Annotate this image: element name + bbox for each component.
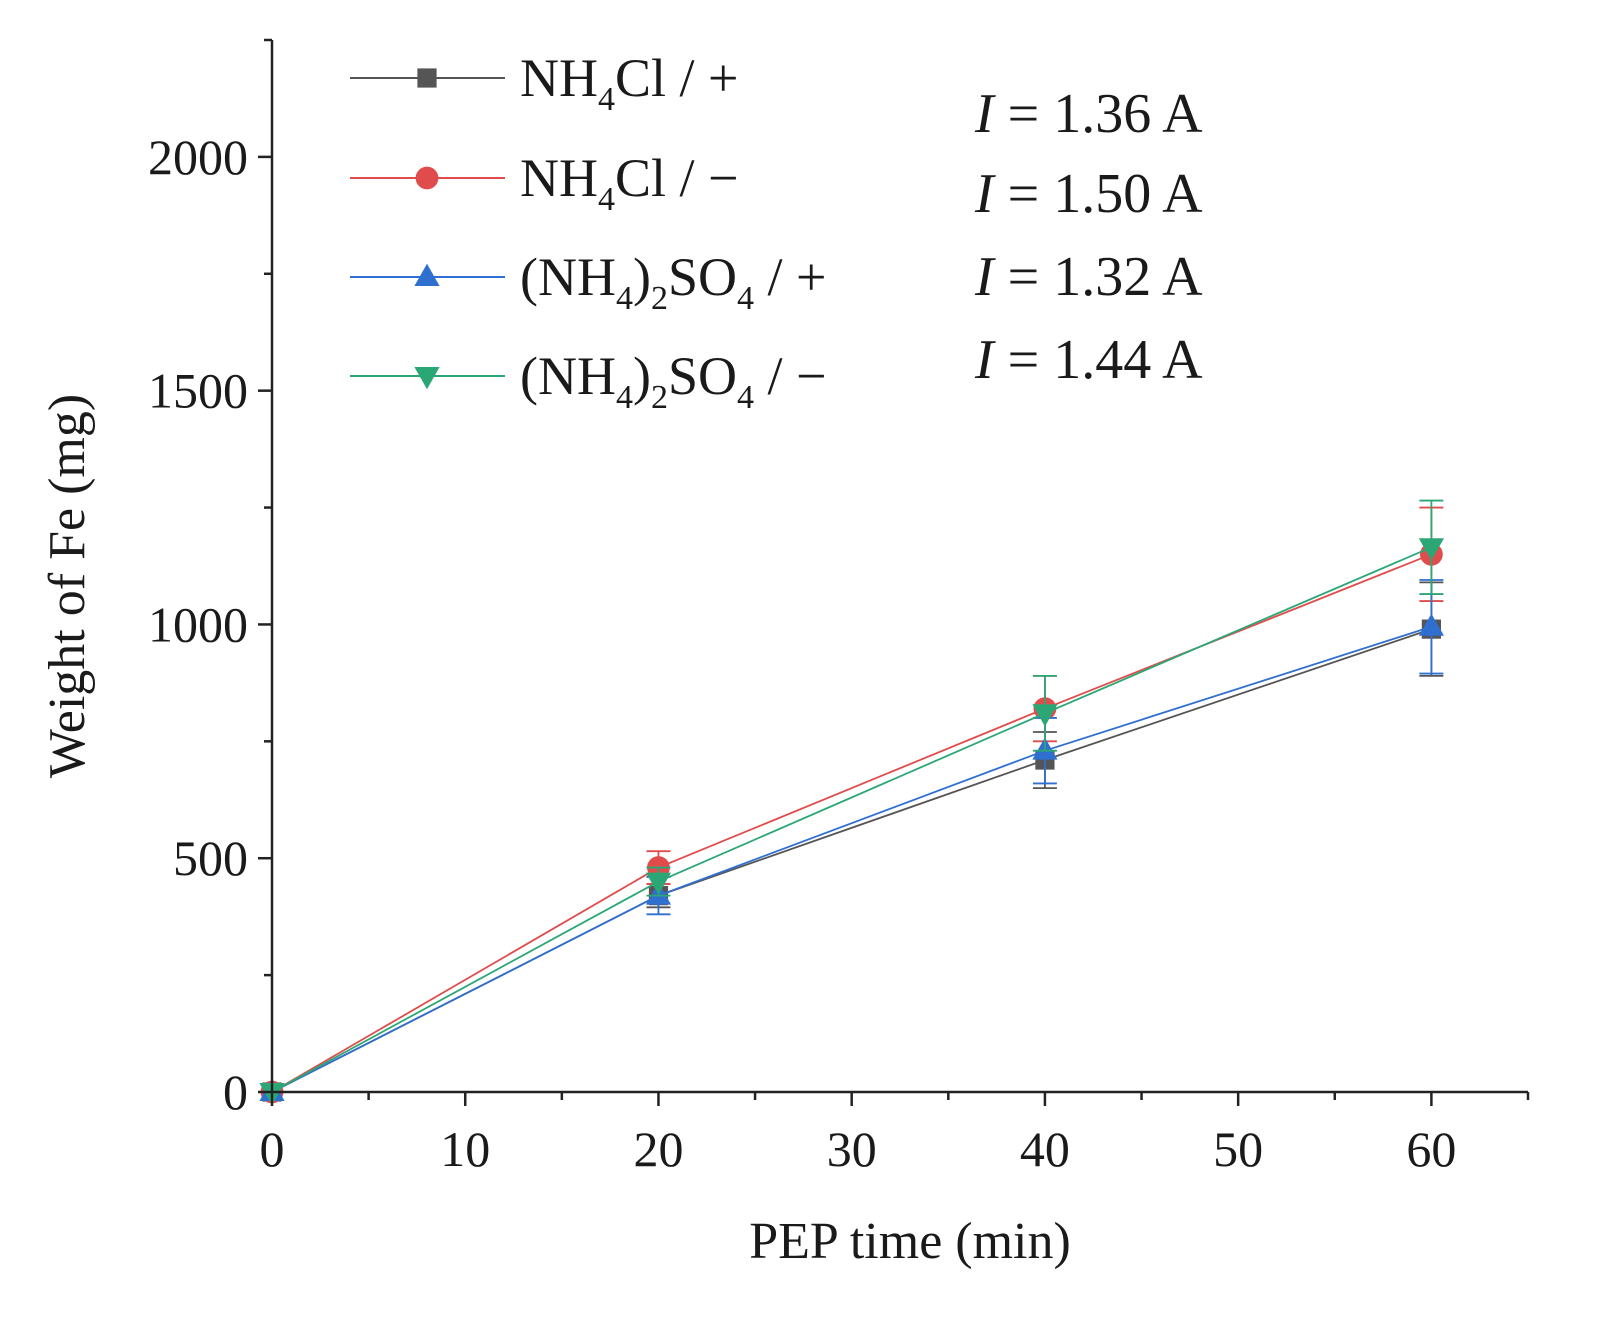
series-line — [271, 628, 1432, 1093]
series-group — [259, 499, 1444, 1106]
legend-label-part: NH — [520, 48, 598, 108]
annotation-value: = 1.36 A — [994, 83, 1203, 145]
current-annotation: I = 1.36 A — [974, 83, 1203, 145]
series-0 — [262, 581, 1444, 1102]
series-1 — [260, 506, 1444, 1104]
legend-label-subscript: 2 — [651, 280, 668, 317]
legend-entry: (NH4)2SO4 / − — [350, 346, 826, 416]
x-tick-label: 0 — [260, 1121, 285, 1177]
legend-label-part: ) — [633, 346, 651, 406]
legend-label-subscript: 4 — [737, 280, 754, 317]
data-point-triangle-down — [1418, 538, 1444, 561]
series-2 — [259, 579, 1444, 1101]
x-tick-label: 20 — [633, 1121, 683, 1177]
annotation-value: = 1.44 A — [994, 329, 1203, 391]
legend-label-subscript: 2 — [651, 379, 668, 416]
legend-label: (NH4)2SO4 / + — [520, 247, 826, 317]
y-tick-label: 1500 — [148, 363, 248, 419]
current-annotation: I = 1.44 A — [974, 329, 1203, 391]
series-line — [271, 553, 1432, 1093]
legend-label-part: NH — [520, 148, 598, 208]
data-point-triangle-up — [414, 263, 440, 286]
x-tick-label: 40 — [1020, 1121, 1070, 1177]
legend-label: NH4Cl / − — [520, 148, 738, 218]
annotation-variable: I — [974, 83, 996, 145]
legend-entry: (NH4)2SO4 / + — [350, 247, 826, 317]
x-tick-label: 60 — [1406, 1121, 1456, 1177]
legend-entry: NH4Cl / + — [350, 48, 738, 118]
legend-label-part: SO — [668, 346, 737, 406]
data-point-circle — [415, 166, 439, 190]
legend-label-part: / + — [754, 247, 826, 307]
annotation-variable: I — [974, 246, 996, 308]
legend-label: (NH4)2SO4 / − — [520, 346, 826, 416]
y-tick-label: 1000 — [148, 596, 248, 652]
legend-label-subscript: 4 — [737, 379, 754, 416]
legend-label-subscript: 4 — [616, 280, 633, 317]
data-point-square — [417, 68, 437, 88]
annotation-value: = 1.50 A — [994, 163, 1203, 225]
current-annotation: I = 1.32 A — [974, 246, 1203, 308]
y-tick-label: 500 — [173, 830, 248, 886]
data-point-triangle-up — [1418, 613, 1444, 636]
annotation-variable: I — [974, 163, 996, 225]
data-point-triangle-down — [645, 872, 672, 895]
series-line — [271, 625, 1432, 1093]
current-annotations: I = 1.36 AI = 1.50 AI = 1.32 AI = 1.44 A — [974, 83, 1203, 391]
legend-label-subscript: 4 — [598, 181, 615, 218]
data-point-triangle-down — [414, 367, 440, 390]
legend-label-subscript: 4 — [598, 81, 615, 118]
y-axis-title: Weight of Fe (mg) — [39, 394, 96, 778]
legend-label: NH4Cl / + — [520, 48, 738, 118]
annotation-value: = 1.32 A — [994, 246, 1203, 308]
legend-label-subscript: 4 — [616, 379, 633, 416]
y-tick-label: 0 — [223, 1064, 248, 1120]
x-tick-label: 30 — [827, 1121, 877, 1177]
legend-label-part: (NH — [520, 247, 616, 307]
legend-label-part: Cl / − — [615, 148, 738, 208]
x-tick-label: 50 — [1213, 1121, 1263, 1177]
legend-label-part: / − — [754, 346, 826, 406]
series-3 — [259, 499, 1444, 1106]
axes: 0 10 20 30 40 50 60 0 500 1000 1500 2000 — [148, 38, 1530, 1177]
annotation-variable: I — [974, 329, 996, 391]
series-line — [271, 546, 1432, 1093]
data-point-triangle-down — [1032, 704, 1058, 727]
y-tick-label: 2000 — [148, 129, 248, 185]
current-annotation: I = 1.50 A — [974, 163, 1203, 225]
legend-label-part: (NH — [520, 346, 616, 406]
legend-entry: NH4Cl / − — [350, 148, 738, 218]
legend-label-part: SO — [668, 247, 737, 307]
legend-label-part: ) — [633, 247, 651, 307]
x-axis-title: PEP time (min) — [749, 1213, 1071, 1270]
legend: NH4Cl / +NH4Cl / −(NH4)2SO4 / +(NH4)2SO4… — [350, 48, 826, 416]
legend-label-part: Cl / + — [615, 48, 738, 108]
x-tick-label: 10 — [440, 1121, 490, 1177]
